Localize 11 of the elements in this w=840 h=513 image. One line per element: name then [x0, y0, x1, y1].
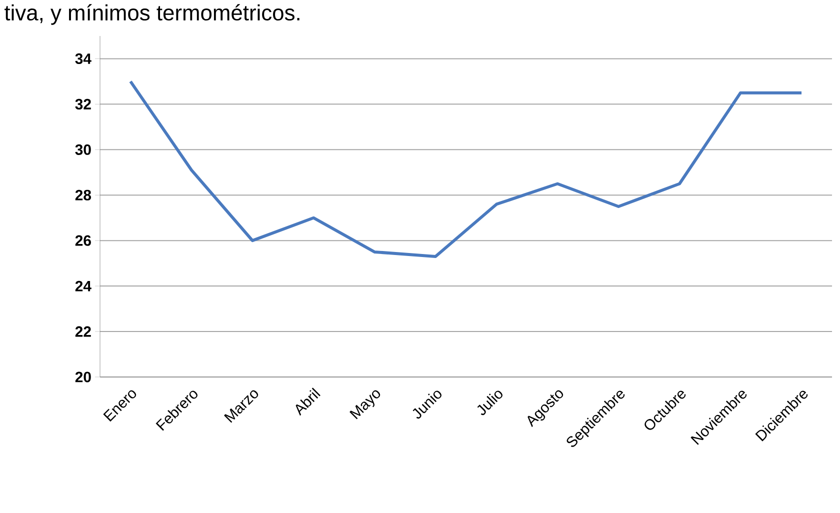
y-tick-label: 28 — [75, 190, 92, 200]
line-series — [129, 80, 804, 258]
y-tick-label: 20 — [75, 372, 91, 382]
x-tick-label: Julio — [477, 390, 502, 416]
text: tiva, y mínimos termométricos. — [4, 4, 300, 25]
y-tick-label: 24 — [75, 280, 92, 292]
y-tick-label: 22 — [75, 326, 91, 337]
y-tick-label: 26 — [75, 235, 91, 246]
y-tick-label: 32 — [75, 98, 91, 110]
y-tick-label: 34 — [75, 53, 92, 64]
y-tick-label: 30 — [75, 144, 91, 155]
